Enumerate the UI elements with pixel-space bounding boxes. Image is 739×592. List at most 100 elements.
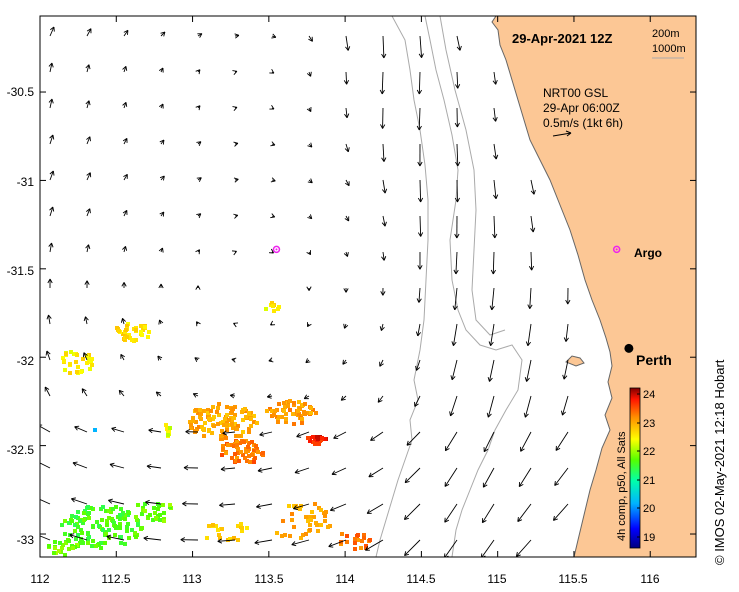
isobath-200m-label: 200m [652, 28, 680, 40]
current-arrow [159, 175, 165, 181]
sst-pixel [86, 531, 90, 535]
sst-pixel [136, 503, 140, 507]
current-arrow [84, 280, 90, 289]
sst-pixel [217, 402, 221, 406]
sst-pixel [212, 415, 216, 419]
sst-pixel [323, 437, 327, 441]
current-arrow [182, 501, 199, 507]
sst-pixel [255, 421, 259, 425]
sst-pixel [299, 536, 303, 540]
current-arrow [157, 355, 163, 361]
current-arrow [381, 35, 387, 59]
current-arrow [370, 431, 384, 441]
current-arrow [120, 318, 126, 325]
current-arrow [45, 350, 51, 361]
argo-marker [272, 245, 281, 254]
sst-pixel [320, 436, 324, 440]
sst-pixel [276, 420, 280, 424]
sst-pixel [224, 436, 228, 440]
current-vectors [40, 26, 571, 557]
current-arrow [492, 71, 498, 85]
sst-pixel [123, 542, 127, 546]
sst-pixel [234, 434, 238, 438]
sst-pixel [241, 430, 245, 434]
sst-pixel [194, 408, 198, 412]
sst-pixel [76, 533, 80, 537]
sst-pixel [143, 502, 147, 506]
sst-pixel [189, 423, 193, 427]
sst-pixel [360, 539, 364, 543]
sst-pixel [300, 421, 304, 425]
sst-pixel [238, 441, 242, 445]
isobath-200m [424, 16, 523, 557]
current-arrow [343, 287, 349, 293]
sst-pixel [125, 324, 129, 328]
current-arrow [233, 322, 239, 328]
sst-pixel [353, 537, 357, 541]
sst-pixel [225, 405, 229, 409]
sst-pixel [308, 515, 312, 519]
sst-pixel [60, 546, 64, 550]
current-arrow [456, 35, 462, 51]
current-arrow [270, 177, 276, 183]
sst-pixel [233, 413, 237, 417]
current-arrow [49, 170, 55, 181]
sst-pixel [277, 402, 281, 406]
sst-pixel [104, 532, 108, 536]
sst-pixel [234, 459, 238, 463]
sst-pixel [113, 524, 117, 528]
sst-pixel [198, 415, 202, 419]
sst-pixel [139, 324, 143, 328]
current-arrow [294, 467, 310, 474]
current-arrow [492, 215, 498, 239]
sst-pixel [239, 522, 243, 526]
sst-pixel [291, 412, 295, 416]
sst-pixel [220, 429, 224, 433]
sst-pixel [345, 534, 349, 538]
current-arrow [416, 287, 422, 303]
sst-pixel [286, 404, 290, 408]
current-arrow [520, 431, 532, 452]
sst-pixel [134, 535, 138, 539]
sst-pixel [247, 454, 251, 458]
sst-pixel [241, 418, 245, 422]
current-arrow [195, 285, 201, 290]
sst-pixel [119, 535, 123, 539]
current-arrow [489, 287, 495, 311]
sst-pixel [207, 414, 211, 418]
sst-pixel [236, 538, 240, 542]
sst-pixel [309, 411, 313, 415]
current-arrow [517, 503, 532, 522]
current-arrow [122, 137, 128, 145]
sst-pixel [74, 515, 78, 519]
current-arrow [46, 314, 52, 325]
sst-pixel [161, 503, 165, 507]
sst-pixel [317, 442, 321, 446]
island-rottnest [565, 355, 585, 367]
sst-pixel [99, 546, 103, 550]
current-arrow [158, 247, 164, 253]
sst-pixel [220, 453, 224, 457]
current-arrow [111, 426, 125, 433]
sst-pixel [215, 410, 219, 414]
current-arrow [143, 535, 162, 542]
sst-pixel [125, 525, 129, 529]
current-arrow [380, 287, 386, 296]
current-arrow [269, 68, 275, 74]
current-arrow [344, 107, 350, 119]
current-arrow [196, 213, 202, 219]
sst-pixel [225, 413, 229, 417]
sst-pixel [197, 425, 201, 429]
sst-pixel [353, 541, 357, 545]
land [491, 16, 696, 557]
sst-pixel [211, 523, 215, 527]
sst-pixel [94, 544, 98, 548]
sst-pixel [230, 456, 234, 460]
sst-pixel [313, 442, 317, 446]
sst-pixel [196, 411, 200, 415]
sst-pixel [217, 533, 221, 537]
sst-pixel [53, 546, 57, 550]
sst-pixel [273, 409, 277, 413]
sst-pixel [324, 510, 328, 514]
sst-pixel [91, 539, 95, 543]
